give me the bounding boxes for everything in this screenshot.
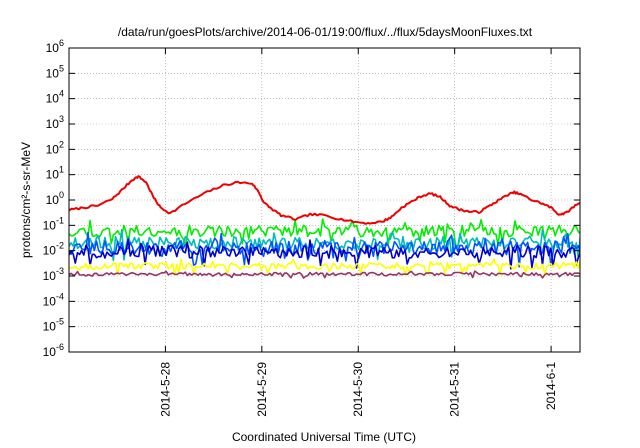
x-tick-label: 2014-5-28	[158, 362, 172, 417]
y-tick-label: 10-2	[43, 241, 64, 258]
series-layer	[69, 175, 580, 279]
series-line	[69, 175, 580, 225]
y-tick-label: 102	[46, 139, 64, 156]
y-tick-label: 106	[46, 38, 64, 55]
x-tick-label: 2014-5-30	[351, 362, 365, 417]
series-line	[69, 218, 580, 247]
x-tick-label: 2014-5-31	[448, 362, 462, 417]
y-tick-label: 103	[46, 114, 64, 131]
y-tick-label: 10-3	[43, 266, 64, 283]
chart-title: /data/run/goesPlots/archive/2014-06-01/1…	[118, 25, 533, 39]
x-axis-title: Coordinated Universal Time (UTC)	[232, 430, 416, 444]
y-tick-label: 10-4	[43, 291, 64, 308]
x-tick-label: 2014-5-29	[255, 362, 269, 417]
y-tick-label: 105	[46, 63, 64, 80]
y-axis-ticks: 10-6 10-5 10-4 10-3 10-2 10-1 100 101 102 103 104 1…	[43, 38, 580, 359]
grid-lines	[69, 48, 580, 352]
x-axis-ticks: 2014-5-28 2014-5-29 2014-5-30 2014-5-31 2014…	[158, 48, 558, 417]
y-tick-label: 101	[46, 165, 64, 182]
y-tick-label: 100	[46, 190, 64, 207]
y-tick-label: 10-1	[43, 215, 64, 232]
y-axis-title: protons/cm²-s-sr-MeV	[19, 142, 33, 258]
series-line	[69, 270, 580, 279]
y-tick-label: 104	[46, 89, 64, 106]
y-tick-label: 10-5	[43, 317, 64, 334]
series-line	[69, 258, 580, 276]
x-tick-label: 2014-6-1	[544, 362, 558, 410]
series-line	[69, 229, 580, 262]
series-line	[69, 238, 580, 270]
y-tick-label: 10-6	[43, 342, 64, 359]
